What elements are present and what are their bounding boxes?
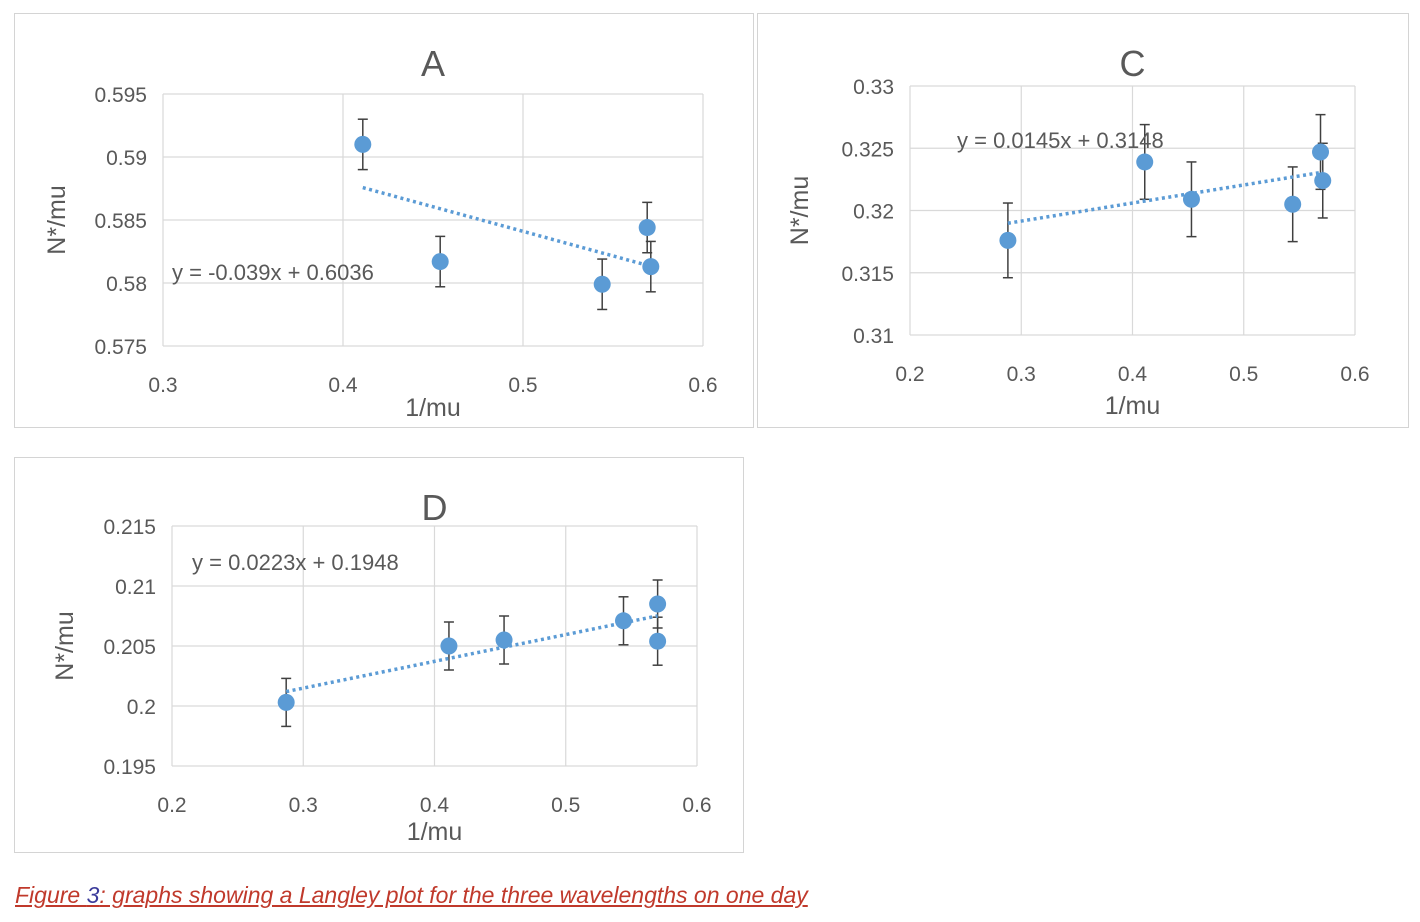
data-point xyxy=(642,258,660,276)
x-tick-label: 0.4 xyxy=(420,794,450,817)
y-tick-label: 0.575 xyxy=(94,336,147,359)
y-tick-label: 0.215 xyxy=(103,516,156,539)
x-tick-label: 0.6 xyxy=(682,794,711,817)
y-tick-label: 0.315 xyxy=(841,263,894,286)
trendline xyxy=(1007,170,1324,225)
y-tick-label: 0.32 xyxy=(853,201,894,224)
y-tick-label: 0.21 xyxy=(115,576,156,599)
x-tick-label: 0.4 xyxy=(328,374,358,397)
x-tick-label: 0.4 xyxy=(1118,363,1148,386)
y-axis-label: N*/mu xyxy=(51,611,79,680)
chart-panel-a: 0.575 0.58 0.585 0.59 0.595 0.3 0.4 0.5 0.6 A 1/mu… xyxy=(14,13,754,428)
x-axis-label: 1/mu xyxy=(405,394,461,422)
x-tick-label: 0.3 xyxy=(1007,363,1036,386)
caption-prefix: Figure xyxy=(15,882,87,908)
data-point xyxy=(495,631,513,649)
x-tick-label: 0.3 xyxy=(148,374,177,397)
y-tick-label: 0.59 xyxy=(106,147,147,170)
trendline xyxy=(285,614,658,694)
data-point xyxy=(1312,143,1330,161)
trendline xyxy=(362,185,652,268)
y-tick-label: 0.595 xyxy=(94,84,147,107)
data-point xyxy=(638,219,656,237)
chart-a-svg: 0.575 0.58 0.585 0.59 0.595 0.3 0.4 0.5 0.6 A 1/mu… xyxy=(43,43,718,422)
y-axis-label: N*/mu xyxy=(786,176,814,245)
y-tick-label: 0.325 xyxy=(841,138,894,161)
x-tick-label: 0.5 xyxy=(508,374,537,397)
data-point xyxy=(431,253,449,271)
x-tick-label: 0.2 xyxy=(895,363,924,386)
trendline-equation: y = 0.0145x + 0.3148 xyxy=(957,128,1164,153)
y-tick-label: 0.585 xyxy=(94,210,147,233)
x-tick-label: 0.2 xyxy=(157,794,186,817)
trendline-equation: y = 0.0223x + 0.1948 xyxy=(192,550,399,575)
x-tick-label: 0.3 xyxy=(289,794,318,817)
trendline-equation: y = -0.039x + 0.6036 xyxy=(172,260,374,285)
y-tick-label: 0.2 xyxy=(127,696,156,719)
chart-panel-c: 0.31 0.315 0.32 0.325 0.33 0.2 0.3 0.4 0.5 0.6 C 1/… xyxy=(757,13,1409,428)
x-tick-label: 0.6 xyxy=(688,374,717,397)
x-tick-label: 0.5 xyxy=(1229,363,1258,386)
data-point xyxy=(354,135,372,153)
data-point xyxy=(1314,172,1332,190)
data-point xyxy=(649,595,667,613)
x-axis-label: 1/mu xyxy=(407,818,463,846)
data-point xyxy=(1182,190,1200,208)
x-tick-label: 0.6 xyxy=(1340,363,1369,386)
data-point xyxy=(1284,195,1302,213)
figure-caption: Figure 3: graphs showing a Langley plot … xyxy=(15,882,808,909)
chart-title: D xyxy=(422,487,448,528)
caption-figure-number: 3 xyxy=(86,882,100,908)
y-tick-label: 0.31 xyxy=(853,325,894,348)
chart-title: A xyxy=(421,43,445,84)
y-axis-label: N*/mu xyxy=(43,185,71,254)
data-point xyxy=(615,612,632,630)
caption-text: : graphs showing a Langley plot for the … xyxy=(99,882,808,908)
data-point xyxy=(1136,153,1154,171)
data-point xyxy=(593,275,611,293)
y-tick-label: 0.33 xyxy=(853,76,894,99)
x-tick-label: 0.5 xyxy=(551,794,580,817)
x-axis-label: 1/mu xyxy=(1105,392,1161,420)
chart-title: C xyxy=(1120,43,1146,84)
y-tick-label: 0.195 xyxy=(103,756,156,779)
data-point xyxy=(649,632,667,650)
chart-c-svg: 0.31 0.315 0.32 0.325 0.33 0.2 0.3 0.4 0.5 0.6 C 1/… xyxy=(786,43,1370,420)
data-point xyxy=(999,231,1017,249)
y-tick-label: 0.205 xyxy=(103,636,156,659)
y-tick-label: 0.58 xyxy=(106,273,147,296)
data-point xyxy=(277,693,295,711)
data-point xyxy=(440,637,458,655)
chart-panel-d: 0.195 0.2 0.205 0.21 0.215 0.2 0.3 0.4 0.5 0.6 D 1/… xyxy=(14,457,744,853)
